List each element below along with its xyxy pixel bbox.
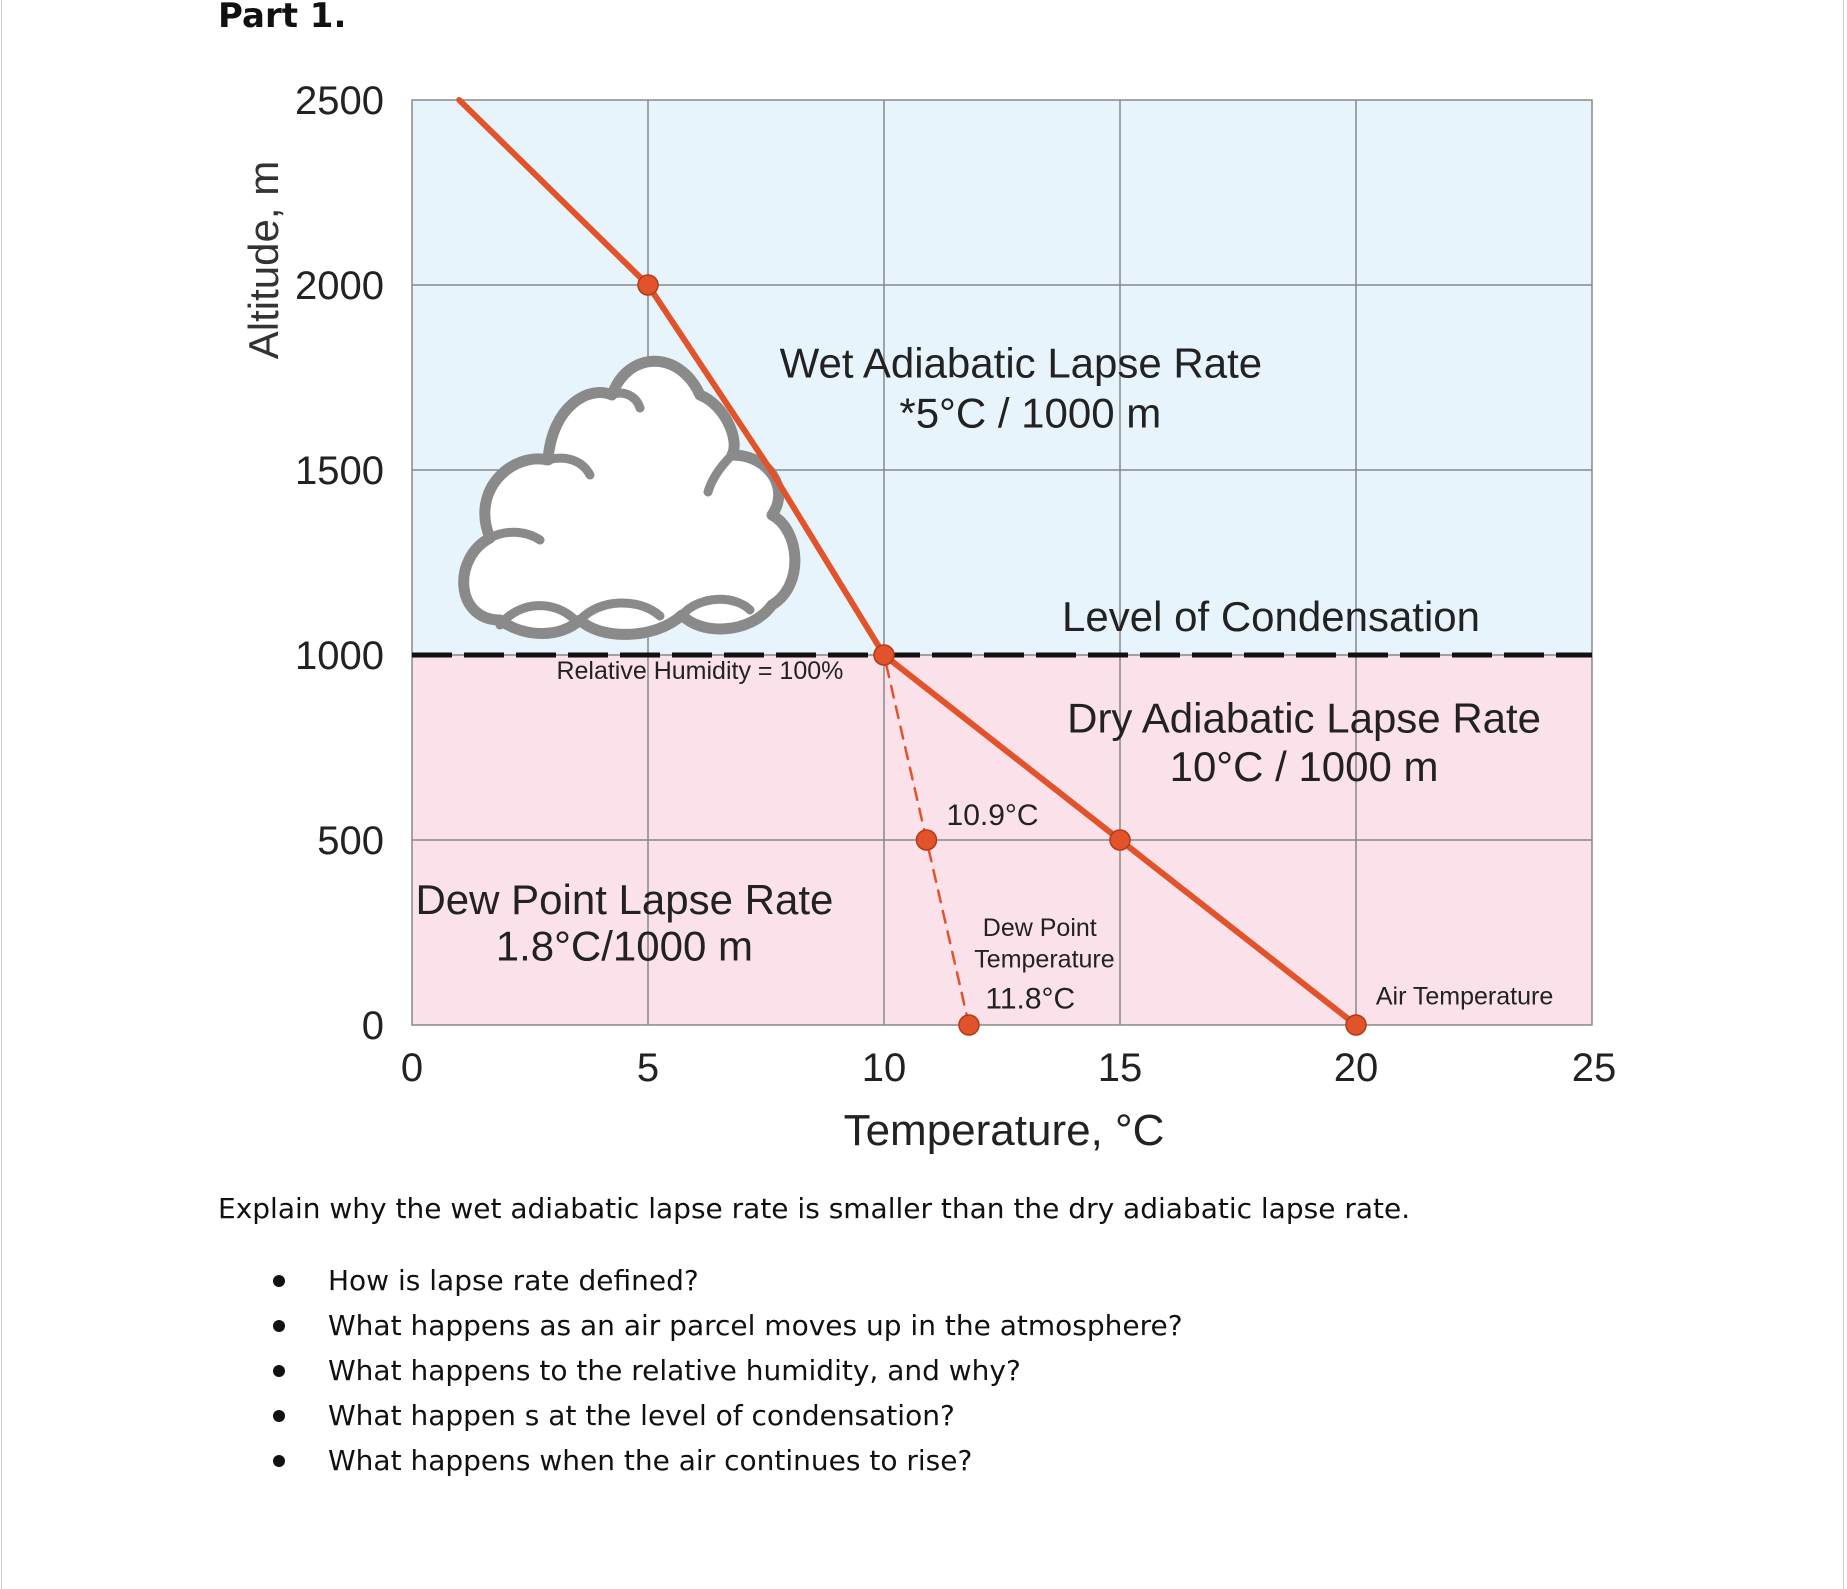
question-bullet-list: How is lapse rate defined? What happens …: [218, 1258, 1183, 1483]
chart-annotation: *5°C / 1000 m: [899, 389, 1161, 436]
data-point-marker: [915, 829, 938, 851]
lapse-rate-chart: 0 5 10 15 20 25 0 500 1000 1500 2000 2500 Temperatur…: [240, 79, 1616, 1155]
data-point-marker: [1345, 1014, 1367, 1036]
page-right-edge: [1843, 0, 1844, 1589]
chart-annotation: Air Temperature: [1376, 983, 1553, 1011]
chart-annotation: Dry Adiabatic Lapse Rate: [1067, 695, 1541, 742]
cloud-icon: [458, 355, 801, 640]
chart-annotations: Wet Adiabatic Lapse Rate*5°C / 1000 m Lev…: [415, 340, 1553, 1016]
chart-annotation: Wet Adiabatic Lapse Rate: [780, 340, 1263, 387]
air-temperature-line: [456, 97, 1359, 1028]
y-tick-label: 2500: [295, 79, 384, 123]
x-tick-label: 0: [401, 1046, 423, 1090]
chart-annotation: 11.8°C: [985, 982, 1075, 1015]
plot-frame: [411, 99, 1593, 1026]
chart-annotation: Level of Condensation: [1062, 593, 1480, 640]
chart-annotation: 10.9°C: [947, 799, 1039, 832]
question-text: Explain why the wet adiabatic lapse rate…: [218, 1192, 1411, 1225]
x-tick-label: 15: [1098, 1046, 1143, 1090]
bullet-item: What happens to the relative humidity, a…: [218, 1348, 1183, 1393]
chart-series: [412, 97, 1592, 1036]
x-tick-label: 25: [1572, 1046, 1617, 1090]
x-tick-label: 5: [637, 1046, 659, 1090]
x-tick-label: 10: [862, 1046, 907, 1090]
bullet-item: What happens as an air parcel moves up i…: [218, 1303, 1183, 1348]
part-title: Part 1.: [218, 0, 347, 36]
bullet-item: How is lapse rate defined?: [218, 1258, 1183, 1303]
chart-annotation: 10°C / 1000 m: [1170, 743, 1439, 790]
chart-annotation: Dew Point Lapse Rate: [415, 876, 833, 923]
y-axis-label: Altitude, m: [240, 161, 287, 359]
y-tick-label: 500: [317, 819, 384, 863]
chart-axes: 0 5 10 15 20 25 0 500 1000 1500 2000 2500 Temperatur…: [240, 79, 1616, 1155]
page-left-edge: [1, 0, 2, 1589]
chart-annotation: Dew Point: [983, 914, 1097, 942]
data-point-marker: [637, 274, 659, 296]
data-point-marker: [958, 1014, 980, 1036]
bullet-item: What happens when the air continues to r…: [218, 1438, 1183, 1483]
chart-annotation: Temperature: [974, 946, 1114, 974]
y-tick-label: 1000: [295, 634, 384, 678]
data-point-marker: [1109, 829, 1131, 851]
x-axis-label: Temperature, °C: [844, 1106, 1165, 1155]
y-tick-label: 0: [362, 1004, 384, 1048]
data-point-marker: [873, 644, 895, 666]
x-tick-label: 20: [1334, 1046, 1379, 1090]
chart-annotation: 1.8°C/1000 m: [496, 922, 753, 969]
bullet-item: What happen s at the level of condensati…: [218, 1393, 1183, 1438]
y-tick-label: 1500: [295, 449, 384, 493]
chart-annotation: Relative Humidity = 100%: [556, 657, 843, 685]
y-tick-label: 2000: [295, 264, 384, 308]
